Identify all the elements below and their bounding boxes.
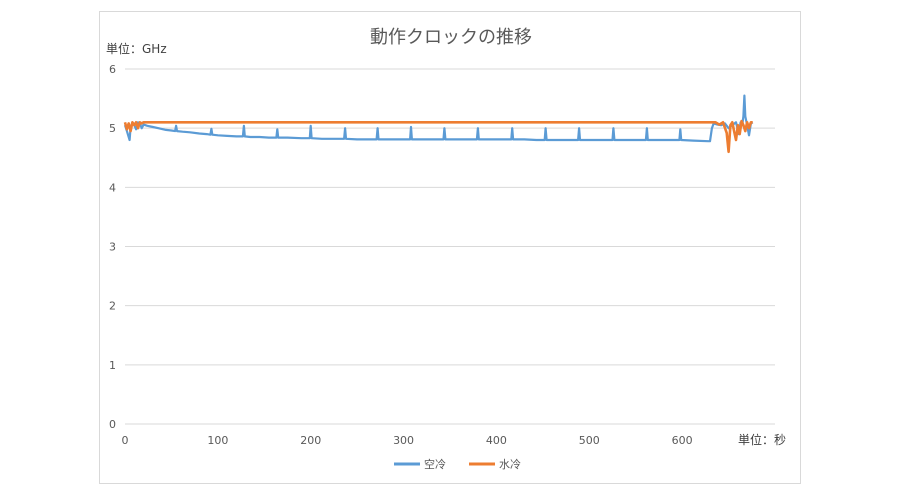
y-tick-label: 6: [109, 63, 116, 76]
x-tick-label: 0: [122, 434, 129, 447]
legend-entry: 水冷: [499, 458, 521, 471]
x-axis-ticks: 0 100 200 300 400 500 600: [122, 434, 693, 447]
x-tick-label: 400: [486, 434, 507, 447]
series-lines: [123, 94, 754, 154]
x-tick-label: 200: [300, 434, 321, 447]
y-tick-label: 4: [109, 181, 116, 194]
y-tick-label: 3: [109, 241, 116, 254]
y-tick-label: 0: [109, 418, 116, 431]
x-tick-label: 500: [579, 434, 600, 447]
y-tick-label: 1: [109, 359, 116, 372]
x-tick-label: 300: [393, 434, 414, 447]
series-line-2: [123, 119, 753, 154]
y-axis-unit-label: 単位：GHz: [106, 41, 167, 56]
line-chart: 動作クロックの推移 単位：GHz 単位：秒 0 1 2 3 4 5 6 0 100 200 300…: [106, 27, 786, 471]
y-tick-label: 2: [109, 300, 116, 313]
chart-area: 動作クロックの推移 単位：GHz 単位：秒 0 1 2 3 4 5 6 0 100 200 300…: [99, 11, 801, 484]
x-axis-unit-label: 単位：秒: [738, 432, 786, 447]
y-axis-ticks: 0 1 2 3 4 5 6: [109, 63, 116, 431]
gridlines: [125, 68, 775, 425]
y-tick-label: 5: [109, 122, 116, 135]
x-tick-label: 100: [207, 434, 228, 447]
chart-title: 動作クロックの推移: [370, 27, 532, 48]
x-tick-label: 600: [672, 434, 693, 447]
series-line-1: [123, 94, 754, 143]
legend-entry: 空冷: [424, 457, 446, 471]
legend: 空冷 水冷: [394, 457, 521, 471]
